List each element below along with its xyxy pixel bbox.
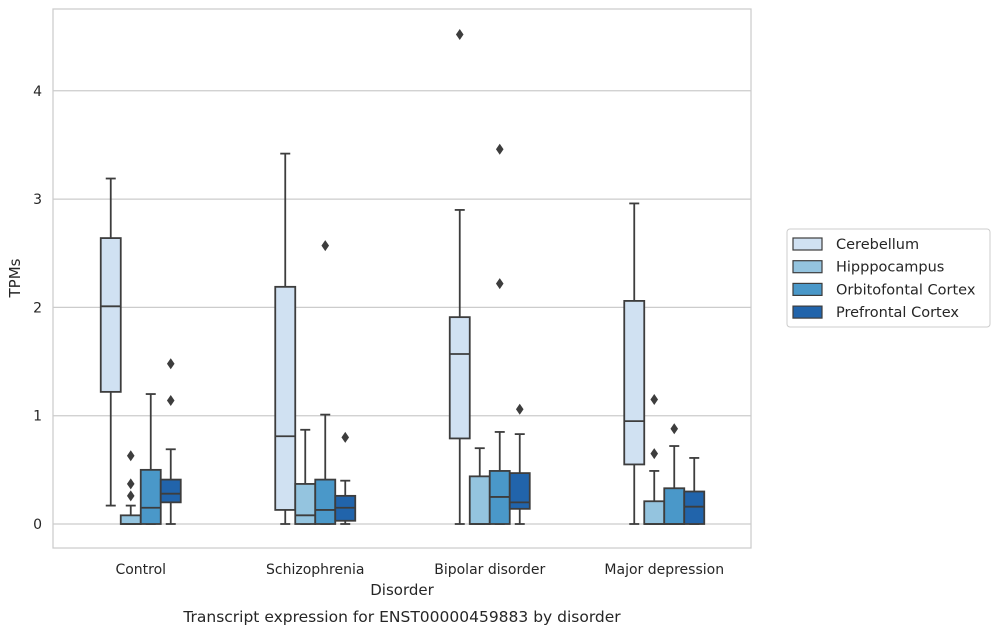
legend-item: Cerebellum bbox=[792, 237, 919, 253]
legend-label: Cerebellum bbox=[836, 237, 919, 253]
legend-item: Orbitofontal Cortex bbox=[792, 282, 976, 298]
outlier-point bbox=[126, 490, 135, 502]
y-tick-labels: 0 1 2 3 4 bbox=[33, 84, 42, 533]
x-tick-label: Major depression bbox=[604, 562, 724, 578]
x-tick-labels: Control Schizophrenia Bipolar disorder Majo… bbox=[115, 562, 724, 578]
outlier-point bbox=[650, 448, 659, 460]
box-0-2 bbox=[448, 28, 471, 525]
plot-background bbox=[53, 9, 751, 548]
outlier-point bbox=[341, 431, 350, 443]
outlier-point bbox=[495, 278, 504, 290]
box-body bbox=[643, 500, 666, 525]
legend-swatch bbox=[792, 282, 823, 296]
legend-swatch bbox=[792, 260, 823, 274]
series-1 bbox=[119, 393, 666, 525]
box-1-2 bbox=[468, 447, 491, 525]
box-body bbox=[683, 490, 706, 525]
y-tick-label: 4 bbox=[33, 84, 42, 100]
legend-item: Hipppocampus bbox=[792, 260, 944, 276]
plot-frame bbox=[52, 8, 752, 549]
box-body bbox=[294, 483, 317, 525]
legend-item: Prefrontal Cortex bbox=[792, 305, 959, 321]
legend-label: Hipppocampus bbox=[836, 260, 944, 276]
box-0-0 bbox=[99, 177, 122, 507]
box-body bbox=[623, 300, 646, 466]
box-3-1 bbox=[334, 431, 357, 525]
box-1-3 bbox=[643, 393, 666, 525]
outlier-point bbox=[670, 423, 679, 435]
x-axis-label: Disorder bbox=[370, 581, 434, 599]
outlier-point bbox=[321, 240, 330, 252]
series-3 bbox=[159, 358, 706, 525]
x-tick-label: Control bbox=[115, 562, 166, 578]
box-2-2 bbox=[488, 143, 511, 525]
outlier-point bbox=[126, 450, 135, 462]
outlier-point bbox=[650, 393, 659, 405]
figure-caption: Transcript expression for ENST0000045988… bbox=[182, 608, 621, 626]
legend: Cerebellum Hipppocampus Orbitofontal Corte… bbox=[786, 228, 991, 328]
box-0-1 bbox=[274, 152, 297, 525]
box-body bbox=[99, 237, 122, 393]
box-2-1 bbox=[314, 240, 337, 525]
box-body bbox=[139, 468, 162, 525]
y-tick-label: 1 bbox=[33, 409, 42, 425]
y-tick-label: 2 bbox=[33, 300, 42, 316]
outlier-point bbox=[515, 403, 524, 415]
x-tick-label: Schizophrenia bbox=[266, 562, 364, 578]
box-2-0 bbox=[139, 393, 162, 525]
box-1-0 bbox=[119, 450, 142, 525]
outlier-point bbox=[126, 478, 135, 490]
legend-swatch bbox=[792, 305, 823, 319]
box-body bbox=[508, 472, 531, 510]
y-tick-label: 3 bbox=[33, 192, 42, 208]
box-body bbox=[314, 478, 337, 525]
x-tick-label: Bipolar disorder bbox=[434, 562, 545, 578]
legend-label: Orbitofontal Cortex bbox=[836, 282, 976, 298]
box-body bbox=[448, 316, 471, 440]
box-3-2 bbox=[508, 403, 531, 525]
box-body bbox=[468, 475, 491, 525]
box-body bbox=[274, 285, 297, 511]
outlier-point bbox=[455, 28, 464, 40]
legend-label: Prefrontal Cortex bbox=[836, 305, 959, 321]
box-body bbox=[159, 478, 182, 504]
y-axis-label: TPMs bbox=[6, 258, 24, 298]
box-body bbox=[663, 487, 686, 525]
outlier-point bbox=[166, 395, 175, 407]
box-0-3 bbox=[623, 202, 646, 525]
box-series bbox=[99, 28, 706, 525]
legend-swatch bbox=[792, 237, 823, 251]
series-0 bbox=[99, 28, 646, 525]
box-body bbox=[119, 514, 142, 525]
series-2 bbox=[139, 143, 686, 525]
y-tick-label: 0 bbox=[33, 517, 42, 533]
outlier-point bbox=[495, 143, 504, 155]
outlier-point bbox=[166, 358, 175, 370]
box-3-0 bbox=[159, 358, 182, 525]
legend-frame bbox=[786, 228, 991, 328]
box-3-3 bbox=[683, 457, 706, 525]
